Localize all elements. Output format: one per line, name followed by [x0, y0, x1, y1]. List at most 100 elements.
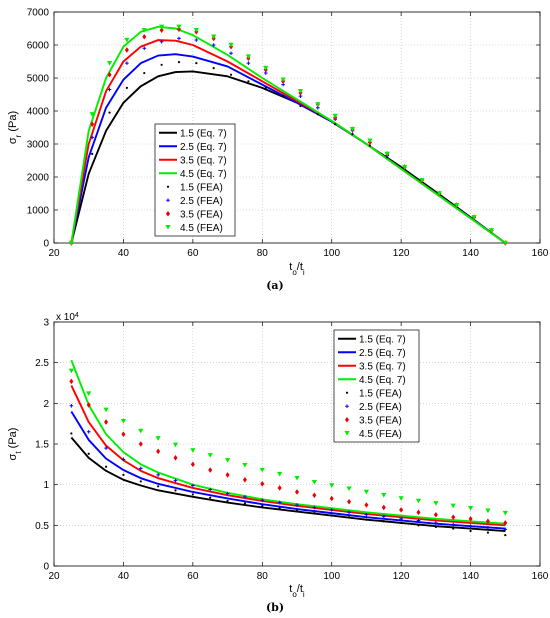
- series-4-5-fea-point: [124, 37, 130, 43]
- series-3-5-fea-point: [107, 71, 112, 78]
- series-3-5-fea-point: [69, 378, 74, 385]
- series-4-5-fea-point: [103, 407, 109, 413]
- series-1-5-fea-point: [226, 499, 229, 503]
- y-tick-label: 2: [43, 399, 49, 410]
- y-tick-label: 1000: [27, 206, 50, 217]
- series-1-5-fea-point: [191, 493, 194, 496]
- series-4-5-fea-point: [502, 240, 508, 246]
- legend-entry-2-5-eq-7: 2.5 (Eq. 7): [159, 142, 227, 153]
- x-tick-label: 100: [323, 248, 340, 259]
- series-3-5-fea-point: [173, 455, 178, 461]
- series-4-5-fea-point: [141, 27, 147, 33]
- series-1-5-fea-point: [299, 104, 302, 108]
- series-2-5-fea-point: [451, 522, 456, 527]
- series-2-5-fea-point: [277, 500, 282, 505]
- series-2-5-fea: [69, 403, 508, 532]
- series-2-5-fea-point: [312, 505, 317, 510]
- series-1-5-eq-7-line: [70, 70, 506, 244]
- series-4-5-fea-point: [332, 113, 338, 119]
- series-2-5-fea-point: [173, 478, 178, 483]
- series-2-5-fea-point: [156, 473, 160, 477]
- y-tick-label: 3000: [27, 140, 50, 151]
- series-4-5-fea-point: [86, 391, 92, 396]
- x-tick-label: 100: [323, 571, 340, 582]
- legend-entry-1-5-eq-7: 1.5 (Eq. 7): [338, 334, 406, 345]
- legend-label: 3.5 (FEA): [359, 415, 402, 426]
- series-3-5-fea-point: [416, 509, 421, 516]
- series-group-b: [68, 359, 508, 537]
- series-2-5-fea-point: [434, 521, 438, 525]
- series-3-5-fea-point: [138, 441, 143, 447]
- series-3-5-fea-point: [503, 520, 508, 526]
- series-2-5-fea-point: [225, 491, 230, 496]
- series-1-5-fea-point: [261, 504, 264, 507]
- y-tick-label: 0: [43, 239, 49, 250]
- series-2-5-fea-point: [364, 512, 369, 517]
- series-2-5-fea-point: [208, 487, 213, 492]
- series-1-5-fea-point: [351, 133, 354, 136]
- series-4-5-fea: [68, 368, 508, 516]
- legend-b: 1.5 (Eq. 7) 2.5 (Eq. 7) 3.5 (Eq. 7) 4.5 (Eq…: [333, 329, 420, 443]
- x-axis-label-b: to/ti: [289, 583, 305, 599]
- legend-label: 4.5 (FEA): [359, 429, 402, 440]
- y-tick-label: 0: [43, 562, 49, 573]
- series-4-5-fea-point: [433, 501, 439, 506]
- series-4-5-fea: [68, 24, 508, 246]
- legend-entry-4-5-fea: 4.5 (FEA): [165, 223, 223, 234]
- series-2-5-fea-point: [138, 466, 143, 471]
- series-1-5-fea-point: [469, 529, 472, 533]
- series-2-5-fea-point: [104, 446, 108, 450]
- x-tick-label: 160: [532, 571, 549, 582]
- series-2-5-fea-point: [142, 46, 147, 51]
- y-tick-label: 3: [43, 318, 49, 329]
- legend-label: 4.5 (FEA): [180, 223, 223, 234]
- series-1-5-fea-point: [264, 86, 267, 89]
- series-1-5-fea-point: [209, 496, 212, 499]
- series-2-5-fea-point: [86, 430, 91, 434]
- series-2-5-fea-point: [107, 87, 112, 92]
- series-4-5-fea-point: [68, 368, 74, 374]
- series-2-5-fea-point: [191, 483, 195, 488]
- series-4-5-fea-point: [311, 480, 317, 485]
- y-tick-label: 4000: [27, 107, 50, 118]
- series-3-5-fea-point: [295, 489, 299, 495]
- caption-a: (a): [266, 279, 284, 292]
- series-1-5-fea-point: [330, 514, 333, 517]
- series-2-5-fea-point: [295, 503, 299, 507]
- grid-a: [54, 12, 540, 243]
- series-4-5-fea-point: [454, 202, 460, 208]
- series-1-5-fea-point: [195, 62, 198, 65]
- legend-label: 2.5 (FEA): [359, 402, 402, 413]
- series-4-5-eq-7-line: [70, 25, 506, 244]
- legend-label: 4.5 (Eq. 7): [359, 375, 406, 386]
- axis-ticks-a: 20 40 60 80 100 120 140 160 0 1000 2000 3000 4000 500…: [27, 8, 549, 260]
- legend-label: 1.5 (Eq. 7): [180, 128, 227, 139]
- series-4-5-fea-point: [138, 428, 144, 434]
- series-1-5-fea-point: [313, 512, 316, 515]
- series-1-5-fea-point: [452, 527, 455, 530]
- y-tick-label: 0.5: [35, 521, 49, 532]
- x-axis-label-a: to/ti: [289, 261, 305, 277]
- series-3-5-fea-point: [451, 514, 456, 520]
- series-3-5-fea-point: [121, 431, 126, 438]
- series-1-5-fea-point: [139, 480, 142, 483]
- legend-box: [154, 123, 236, 237]
- legend-swatch: [166, 198, 170, 203]
- series-4-5-fea-point: [155, 436, 161, 441]
- y-tick-label: 2000: [27, 173, 50, 184]
- series-1-5-fea-point: [122, 473, 125, 477]
- series-4-5-fea-point: [436, 191, 442, 196]
- legend-label: 3.5 (FEA): [180, 209, 223, 220]
- series-1-5-fea-point: [278, 507, 281, 510]
- series-4-5-fea-point: [485, 508, 491, 514]
- legend-entry-4-5-eq-7: 4.5 (Eq. 7): [338, 375, 406, 386]
- x-tick-label: 60: [187, 571, 199, 582]
- series-4-5-fea-point: [502, 510, 508, 516]
- series-1-5-fea-point: [70, 432, 73, 435]
- x-tick-label: 80: [257, 571, 269, 582]
- legend-label: 1.5 (FEA): [359, 388, 402, 399]
- legend-entry-2-5-fea: 2.5 (FEA): [345, 402, 402, 413]
